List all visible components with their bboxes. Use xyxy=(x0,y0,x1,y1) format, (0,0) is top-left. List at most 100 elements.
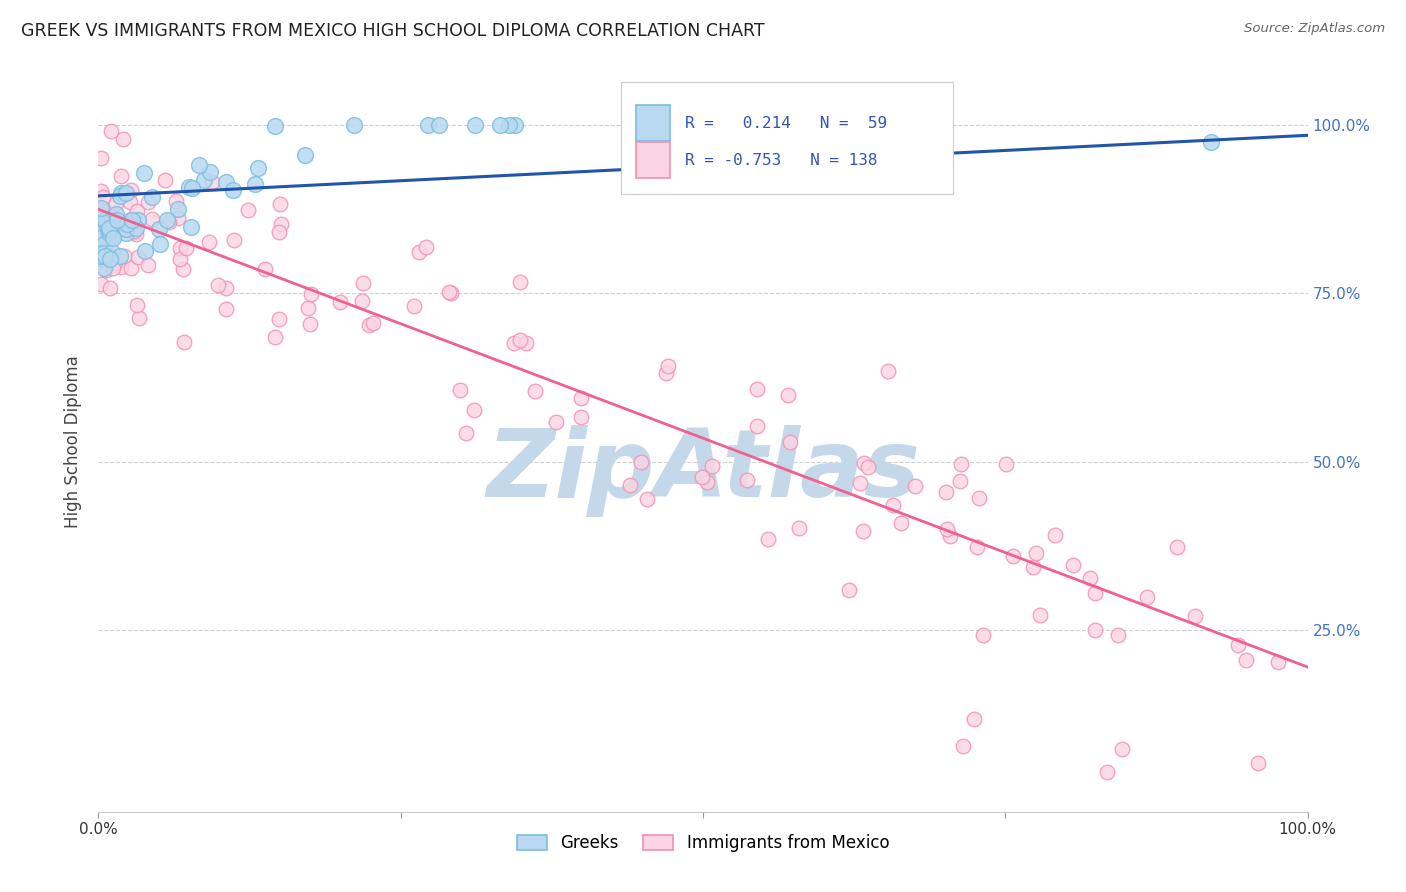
Point xyxy=(111,131,134,145)
Point xyxy=(115,221,138,235)
Point xyxy=(90,201,112,215)
Point xyxy=(1022,560,1045,574)
Point xyxy=(776,388,799,402)
Point xyxy=(148,222,170,236)
Point xyxy=(167,211,190,225)
Point xyxy=(966,540,988,554)
Point xyxy=(294,147,316,161)
Point xyxy=(169,252,191,266)
Point xyxy=(509,275,531,289)
Point xyxy=(188,158,211,172)
Point xyxy=(505,118,527,132)
Text: ZipAtlas: ZipAtlas xyxy=(486,425,920,517)
Point xyxy=(747,418,769,433)
Point xyxy=(756,532,779,546)
Point xyxy=(546,415,568,429)
Point xyxy=(636,492,658,507)
Point xyxy=(153,172,176,186)
Point xyxy=(155,213,177,227)
Point xyxy=(134,166,156,180)
Point xyxy=(174,241,197,255)
Point xyxy=(134,244,156,259)
Point xyxy=(690,470,713,484)
Point xyxy=(779,435,801,450)
Point xyxy=(1045,528,1067,542)
Point xyxy=(1062,558,1084,572)
Point xyxy=(141,212,163,227)
Point xyxy=(207,277,229,292)
Point xyxy=(101,227,124,242)
Point xyxy=(94,217,117,231)
Point xyxy=(297,301,319,315)
Point xyxy=(489,118,512,132)
Point xyxy=(222,234,245,248)
Point xyxy=(849,475,872,490)
Point xyxy=(96,247,118,261)
Point xyxy=(173,335,195,350)
Point xyxy=(352,277,374,291)
Point xyxy=(101,244,124,259)
Point xyxy=(91,229,114,244)
Point xyxy=(166,202,188,216)
Point xyxy=(329,295,352,310)
Point xyxy=(215,175,238,189)
Point xyxy=(267,312,290,326)
Point xyxy=(735,473,758,487)
Point xyxy=(657,359,679,373)
Point xyxy=(299,286,322,301)
Point xyxy=(127,204,149,219)
Point xyxy=(136,194,159,209)
Point xyxy=(524,384,547,399)
Point xyxy=(90,277,112,292)
Point xyxy=(361,316,384,330)
Point xyxy=(100,251,122,265)
Point xyxy=(128,310,150,325)
Y-axis label: High School Diploma: High School Diploma xyxy=(65,355,83,528)
Point xyxy=(179,180,201,194)
Point xyxy=(110,169,132,183)
Point xyxy=(110,186,132,200)
Point xyxy=(103,231,125,245)
Point xyxy=(98,227,121,241)
Point xyxy=(949,457,972,471)
Point xyxy=(904,479,927,493)
Point xyxy=(1111,741,1133,756)
Point xyxy=(108,249,131,263)
Point xyxy=(967,491,990,505)
Point xyxy=(148,236,170,251)
Point xyxy=(125,298,148,312)
Point xyxy=(936,522,959,536)
Point xyxy=(787,521,810,535)
Point xyxy=(198,235,221,249)
Point xyxy=(90,252,112,266)
Point xyxy=(201,175,224,189)
FancyBboxPatch shape xyxy=(637,143,671,178)
Point xyxy=(100,124,122,138)
Point xyxy=(91,206,114,220)
Point xyxy=(449,384,471,398)
Point xyxy=(198,165,221,179)
Point xyxy=(838,583,860,598)
Point xyxy=(94,262,117,277)
Point xyxy=(125,227,148,241)
Point xyxy=(98,211,121,226)
Point xyxy=(418,118,440,132)
Text: GREEK VS IMMIGRANTS FROM MEXICO HIGH SCHOOL DIPLOMA CORRELATION CHART: GREEK VS IMMIGRANTS FROM MEXICO HIGH SCH… xyxy=(21,22,765,40)
Point xyxy=(700,459,723,474)
Point xyxy=(949,474,972,488)
Point xyxy=(98,252,121,266)
Point xyxy=(1136,591,1159,605)
FancyBboxPatch shape xyxy=(621,82,953,194)
Point xyxy=(994,457,1017,471)
Point xyxy=(254,262,277,277)
Point xyxy=(93,221,115,235)
Point xyxy=(127,213,149,227)
Point xyxy=(110,189,132,203)
Point xyxy=(402,299,425,313)
Point xyxy=(1084,586,1107,600)
Point xyxy=(165,194,187,208)
Point xyxy=(463,403,485,417)
Point xyxy=(104,256,127,270)
Point xyxy=(114,186,136,200)
Point xyxy=(104,206,127,220)
